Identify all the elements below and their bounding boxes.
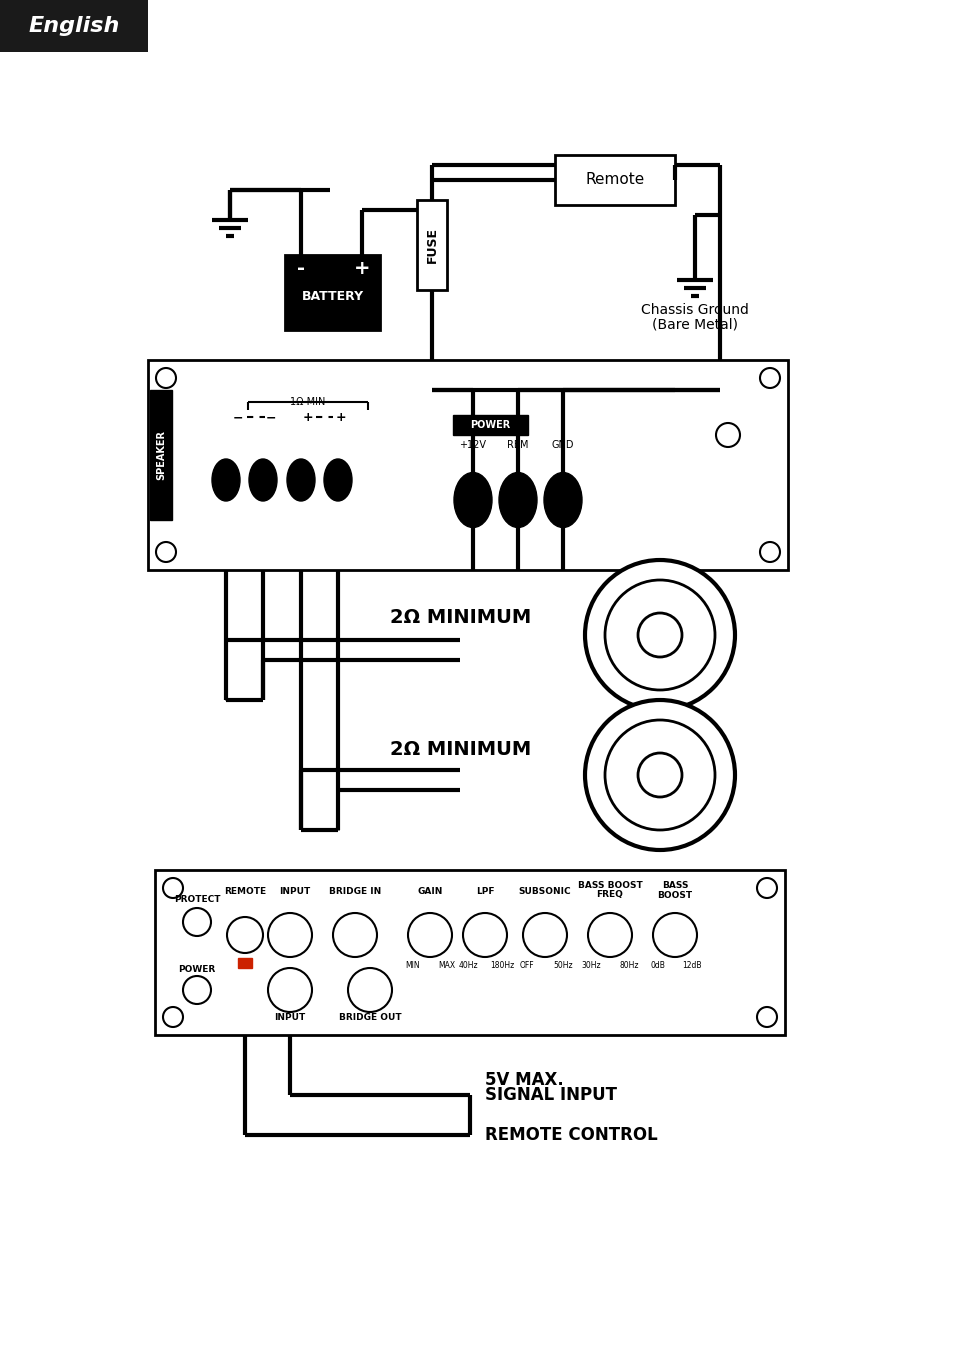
Circle shape — [716, 423, 740, 447]
Text: POWER: POWER — [178, 966, 215, 974]
Text: 1Ω MIN: 1Ω MIN — [290, 397, 325, 406]
Bar — [416, 201, 447, 290]
Text: 30Hz: 30Hz — [580, 961, 600, 969]
Circle shape — [652, 913, 697, 957]
Text: 80Hz: 80Hz — [618, 961, 639, 969]
Circle shape — [183, 908, 211, 936]
Text: +12V: +12V — [459, 440, 486, 450]
Circle shape — [638, 753, 681, 797]
Circle shape — [760, 542, 780, 562]
Text: SUBSONIC: SUBSONIC — [518, 888, 571, 897]
Circle shape — [227, 917, 263, 953]
Bar — [0, 0, 148, 51]
Text: BASS: BASS — [661, 881, 687, 889]
Circle shape — [268, 913, 312, 957]
Text: English: English — [29, 16, 119, 37]
Circle shape — [757, 1007, 776, 1027]
Text: MIN: MIN — [405, 961, 420, 969]
Text: -: - — [296, 259, 305, 278]
Bar — [150, 390, 172, 520]
Circle shape — [638, 612, 681, 657]
Ellipse shape — [287, 459, 314, 501]
Bar — [148, 360, 787, 570]
Circle shape — [522, 913, 566, 957]
Ellipse shape — [249, 459, 276, 501]
Text: OFF: OFF — [519, 961, 534, 969]
Text: FREQ: FREQ — [596, 890, 622, 900]
Ellipse shape — [498, 473, 537, 527]
Text: −: − — [266, 412, 276, 424]
Circle shape — [584, 560, 734, 710]
Text: 40Hz: 40Hz — [457, 961, 477, 969]
Text: 5V MAX.: 5V MAX. — [484, 1070, 563, 1089]
Text: GAIN: GAIN — [416, 888, 442, 897]
Text: INPUT: INPUT — [274, 1014, 305, 1023]
Text: Remote: Remote — [585, 172, 644, 187]
Circle shape — [584, 701, 734, 850]
Circle shape — [757, 878, 776, 898]
Circle shape — [604, 720, 714, 831]
Text: Chassis Ground: Chassis Ground — [640, 304, 748, 317]
Text: SPEAKER: SPEAKER — [156, 430, 166, 480]
Bar — [453, 415, 527, 435]
Circle shape — [183, 976, 211, 1004]
Text: FUSE: FUSE — [425, 228, 438, 263]
Circle shape — [163, 878, 183, 898]
Text: REMOTE CONTROL: REMOTE CONTROL — [484, 1126, 657, 1144]
Text: REM: REM — [507, 440, 528, 450]
Text: INPUT: INPUT — [279, 888, 311, 897]
Circle shape — [333, 913, 376, 957]
Circle shape — [268, 967, 312, 1012]
Bar — [237, 958, 252, 967]
Bar — [555, 154, 675, 205]
Circle shape — [408, 913, 452, 957]
Text: +: + — [354, 259, 370, 278]
Ellipse shape — [454, 473, 492, 527]
Ellipse shape — [324, 459, 352, 501]
Text: 180Hz: 180Hz — [489, 961, 514, 969]
Text: POWER: POWER — [470, 420, 510, 430]
Text: +: + — [302, 412, 313, 424]
Bar — [154, 870, 784, 1035]
Text: BOOST: BOOST — [657, 890, 692, 900]
Text: LPF: LPF — [476, 888, 494, 897]
Ellipse shape — [543, 473, 581, 527]
Text: 12dB: 12dB — [681, 961, 701, 969]
Circle shape — [163, 1007, 183, 1027]
Text: 0dB: 0dB — [650, 961, 665, 969]
Text: SIGNAL INPUT: SIGNAL INPUT — [484, 1085, 617, 1104]
Text: 2Ω MINIMUM: 2Ω MINIMUM — [390, 740, 531, 760]
Text: PROTECT: PROTECT — [173, 896, 220, 905]
Text: GND: GND — [551, 440, 574, 450]
Circle shape — [348, 967, 392, 1012]
Circle shape — [462, 913, 506, 957]
Circle shape — [156, 542, 175, 562]
Text: +: + — [335, 412, 346, 424]
Text: 2Ω MINIMUM: 2Ω MINIMUM — [390, 608, 531, 627]
Text: BATTERY: BATTERY — [301, 290, 364, 304]
Ellipse shape — [212, 459, 240, 501]
Circle shape — [604, 580, 714, 690]
Text: MAX: MAX — [438, 961, 456, 969]
Circle shape — [156, 369, 175, 388]
Text: BRIDGE OUT: BRIDGE OUT — [338, 1014, 401, 1023]
Text: 50Hz: 50Hz — [553, 961, 572, 969]
Circle shape — [760, 369, 780, 388]
Text: BRIDGE IN: BRIDGE IN — [329, 888, 381, 897]
Text: (Bare Metal): (Bare Metal) — [651, 318, 738, 332]
Text: −: − — [233, 412, 243, 424]
Text: BASS BOOST: BASS BOOST — [577, 881, 641, 889]
Bar — [285, 255, 379, 331]
Circle shape — [587, 913, 631, 957]
Text: REMOTE: REMOTE — [224, 888, 266, 897]
